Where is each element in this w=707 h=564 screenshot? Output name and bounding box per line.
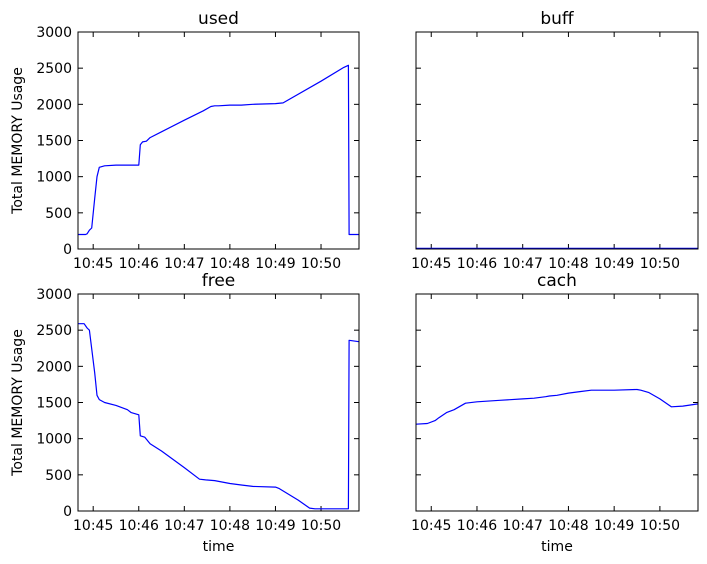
x-tick-label: 10:48 (548, 518, 588, 534)
plot-frame (77, 293, 360, 512)
x-tick-label: 10:47 (503, 518, 543, 534)
y-tick-label: 0 (63, 504, 72, 520)
x-tick-label: 10:48 (210, 518, 250, 534)
x-tick-label: 10:46 (457, 518, 497, 534)
x-tick-label: 10:49 (255, 256, 295, 272)
x-tick-label: 10:48 (210, 256, 250, 272)
x-tick-label: 10:47 (164, 256, 204, 272)
y-tick-label: 1000 (36, 170, 72, 186)
y-axis-label: Total MEMORY Usage (10, 329, 26, 477)
chart-title: cach (537, 271, 577, 291)
plot-frame (415, 293, 699, 512)
chart-title: free (202, 271, 236, 291)
x-tick-label: 10:45 (73, 256, 113, 272)
x-tick-label: 10:46 (119, 256, 159, 272)
x-tick-label: 10:50 (640, 256, 680, 272)
y-tick-label: 0 (63, 242, 72, 258)
y-axis-label: Total MEMORY Usage (10, 67, 26, 215)
y-tick-label: 2000 (36, 359, 72, 375)
x-tick-label: 10:49 (594, 256, 634, 272)
x-tick-label: 10:50 (301, 518, 341, 534)
x-tick-label: 10:46 (119, 518, 159, 534)
y-tick-label: 3000 (36, 287, 72, 303)
x-tick-label: 10:50 (301, 256, 341, 272)
x-tick-label: 10:48 (548, 256, 588, 272)
x-axis-label: time (203, 539, 235, 555)
y-tick-label: 2500 (36, 61, 72, 77)
x-tick-label: 10:46 (457, 256, 497, 272)
x-axis-label: time (541, 539, 573, 555)
x-tick-label: 10:49 (255, 518, 295, 534)
y-tick-label: 2500 (36, 323, 72, 339)
x-tick-label: 10:47 (503, 256, 543, 272)
chart-title: used (198, 9, 239, 29)
y-tick-label: 1000 (36, 432, 72, 448)
series-line-used (78, 64, 359, 236)
plot-frame (415, 31, 699, 250)
y-tick-label: 1500 (36, 134, 72, 150)
series-line-free (78, 323, 360, 510)
x-tick-label: 10:47 (164, 518, 204, 534)
y-tick-label: 500 (45, 206, 72, 222)
x-tick-label: 10:45 (411, 256, 451, 272)
x-tick-label: 10:49 (594, 518, 634, 534)
plot-frame (77, 31, 360, 250)
y-tick-label: 500 (45, 468, 72, 484)
y-tick-label: 1500 (36, 396, 72, 412)
y-tick-label: 3000 (36, 25, 72, 41)
chart-title: buff (540, 9, 575, 29)
x-tick-label: 10:45 (73, 518, 113, 534)
x-tick-label: 10:50 (640, 518, 680, 534)
x-tick-label: 10:45 (411, 518, 451, 534)
series-line-cach (415, 388, 699, 425)
y-tick-label: 2000 (36, 97, 72, 113)
